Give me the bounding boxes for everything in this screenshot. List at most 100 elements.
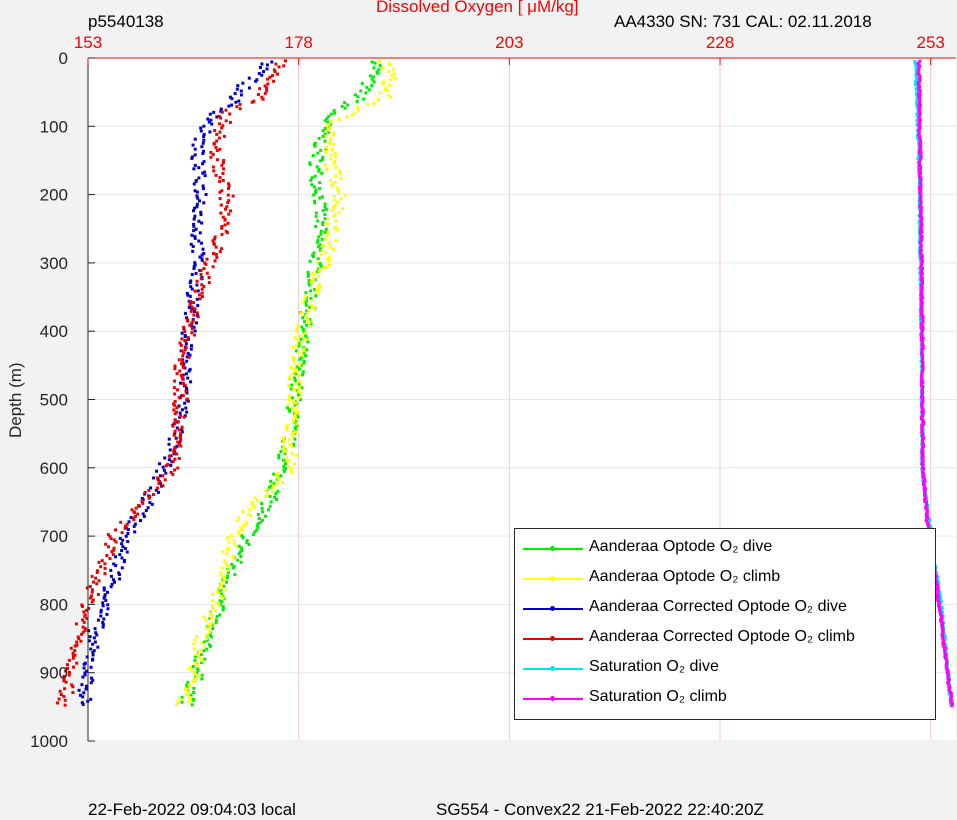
data-point	[945, 660, 949, 664]
data-point	[263, 91, 267, 95]
data-point	[70, 683, 74, 687]
data-point	[317, 136, 321, 140]
data-point	[220, 600, 224, 604]
data-point	[177, 442, 181, 446]
data-point	[185, 397, 189, 401]
data-point	[919, 196, 923, 200]
data-point	[181, 381, 185, 385]
data-point	[917, 116, 921, 120]
data-point	[297, 344, 301, 348]
data-point	[223, 223, 227, 227]
data-point	[295, 382, 299, 386]
series-1	[174, 59, 397, 707]
data-point	[172, 448, 176, 452]
data-point	[90, 590, 94, 594]
data-point	[299, 356, 303, 360]
data-point	[190, 273, 194, 277]
data-point	[193, 677, 197, 681]
data-point	[289, 468, 293, 472]
data-point	[923, 479, 927, 483]
data-point	[199, 269, 203, 273]
data-point	[81, 618, 85, 622]
data-point	[136, 504, 140, 508]
data-point	[300, 386, 304, 390]
data-point	[214, 252, 218, 256]
data-point	[217, 114, 221, 118]
data-point	[323, 217, 327, 221]
data-point	[321, 223, 325, 227]
data-point	[212, 110, 216, 114]
data-point	[921, 387, 925, 391]
data-point	[370, 60, 374, 64]
data-point	[228, 120, 232, 124]
data-point	[173, 429, 177, 433]
data-point	[276, 482, 280, 486]
data-point	[193, 672, 197, 676]
data-point	[126, 528, 130, 532]
data-point	[920, 308, 924, 312]
data-point	[93, 627, 97, 631]
data-point	[222, 167, 226, 171]
data-point	[350, 113, 354, 117]
data-point	[288, 394, 292, 398]
data-point	[365, 85, 369, 89]
data-point	[193, 638, 197, 642]
data-point	[81, 702, 85, 706]
data-point	[228, 112, 232, 116]
data-point	[219, 584, 223, 588]
data-point	[304, 291, 308, 295]
data-point	[180, 425, 184, 429]
data-point	[941, 634, 945, 638]
data-point	[319, 247, 323, 251]
data-point	[120, 556, 124, 560]
data-point	[62, 695, 66, 699]
data-point	[207, 276, 211, 280]
data-point	[186, 337, 190, 341]
data-point	[390, 73, 394, 77]
data-point	[295, 365, 299, 369]
data-point	[228, 95, 232, 99]
data-point	[304, 354, 308, 358]
data-point	[267, 485, 271, 489]
data-point	[211, 592, 215, 596]
data-point	[196, 669, 200, 673]
data-point	[308, 325, 312, 329]
data-point	[126, 540, 130, 544]
data-point	[96, 592, 100, 596]
data-point	[106, 607, 110, 611]
data-point	[340, 104, 344, 108]
data-point	[81, 625, 85, 629]
data-point	[276, 477, 280, 481]
data-point	[92, 649, 96, 653]
data-point	[226, 201, 230, 205]
data-point	[272, 79, 276, 83]
data-point	[330, 147, 334, 151]
data-point	[80, 683, 84, 687]
data-point	[203, 657, 207, 661]
data-point	[177, 404, 181, 408]
data-point	[91, 598, 95, 602]
data-point	[290, 444, 294, 448]
data-point	[332, 108, 336, 112]
data-point	[324, 227, 328, 231]
data-point	[175, 444, 179, 448]
data-point	[328, 178, 332, 182]
data-point	[916, 156, 920, 160]
data-point	[942, 645, 946, 649]
data-point	[101, 623, 105, 627]
data-point	[177, 358, 181, 362]
data-point	[182, 327, 186, 331]
data-point	[388, 83, 392, 87]
data-point	[260, 95, 264, 99]
data-point	[283, 451, 287, 455]
data-point	[120, 542, 124, 546]
data-point	[226, 193, 230, 197]
data-point	[229, 209, 233, 213]
data-point	[313, 287, 317, 291]
data-point	[329, 112, 333, 116]
data-point	[178, 440, 182, 444]
data-point	[183, 335, 187, 339]
data-point	[312, 185, 316, 189]
data-point	[198, 255, 202, 259]
data-point	[313, 174, 317, 178]
